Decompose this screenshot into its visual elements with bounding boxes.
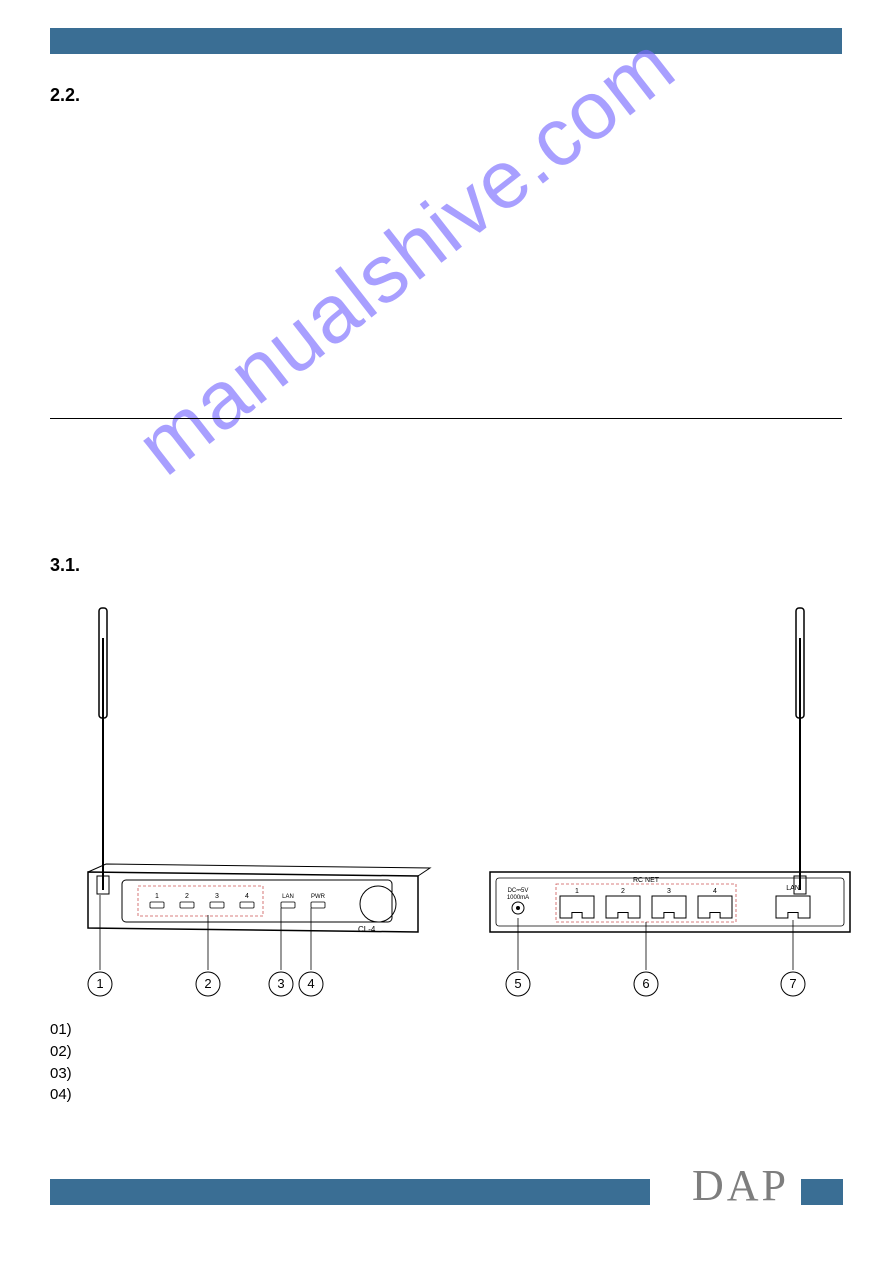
document-page: 2.2. manualshive.com 3.1. 1 2 3 4 LAN PWR CL-4… [0, 0, 893, 1263]
svg-text:7: 7 [789, 976, 796, 991]
svg-text:1000mA: 1000mA [507, 895, 529, 901]
svg-text:6: 6 [642, 976, 649, 991]
front-view-diagram: 1 2 3 4 LAN PWR CL-4 1 2 3 4 [28, 600, 448, 1010]
svg-text:2: 2 [621, 888, 625, 895]
footer-logo-text: DAP [692, 1160, 789, 1211]
callout-line: 02) [50, 1041, 72, 1063]
rear-view-diagram: DC⎓5V1000mA RC NET 1 2 3 4 LAN 5 6 7 [460, 600, 880, 1010]
svg-text:DC⎓5V: DC⎓5V [508, 888, 529, 894]
section-divider [50, 418, 842, 419]
svg-text:2: 2 [185, 893, 189, 900]
svg-text:CL-4: CL-4 [358, 925, 376, 934]
svg-text:1: 1 [155, 893, 159, 900]
svg-text:LAN: LAN [786, 885, 800, 892]
svg-text:5: 5 [514, 976, 521, 991]
callout-line: 03) [50, 1063, 72, 1085]
callout-list: 01)02)03)04) [50, 1019, 72, 1106]
footer-bar [50, 1179, 650, 1205]
svg-text:LAN: LAN [282, 894, 294, 900]
callout-line: 01) [50, 1019, 72, 1041]
svg-text:3: 3 [215, 893, 219, 900]
svg-text:PWR: PWR [311, 894, 326, 900]
footer-accent-block [801, 1179, 843, 1205]
section-2-2-heading: 2.2. [50, 85, 80, 106]
svg-text:2: 2 [204, 976, 211, 991]
svg-text:4: 4 [245, 893, 249, 900]
section-3-1-heading: 3.1. [50, 555, 80, 576]
watermark-text: manualshive.com [120, 18, 692, 494]
header-bar [50, 28, 842, 54]
svg-text:RC NET: RC NET [633, 877, 660, 884]
rear-view-svg: DC⎓5V1000mA RC NET 1 2 3 4 LAN 5 6 7 [460, 600, 880, 1010]
svg-text:3: 3 [277, 976, 284, 991]
svg-text:3: 3 [667, 888, 671, 895]
svg-text:1: 1 [575, 888, 579, 895]
callout-line: 04) [50, 1084, 72, 1106]
svg-text:1: 1 [96, 976, 103, 991]
svg-text:4: 4 [307, 976, 314, 991]
front-view-svg: 1 2 3 4 LAN PWR CL-4 1 2 3 4 [28, 600, 448, 1010]
svg-text:4: 4 [713, 888, 717, 895]
